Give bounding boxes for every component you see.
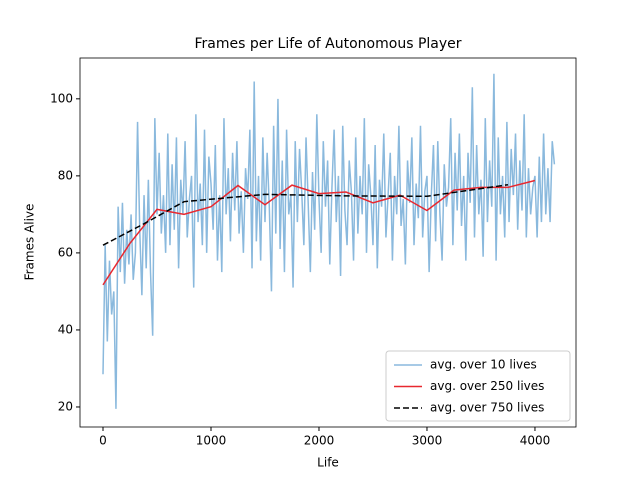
y-tick-label: 80 — [58, 168, 73, 182]
legend-box — [385, 350, 571, 422]
legend-label: avg. over 250 lives — [430, 379, 544, 393]
x-tick-label: 4000 — [520, 434, 551, 448]
x-tick-label: 3000 — [412, 434, 443, 448]
y-tick-label: 60 — [58, 245, 73, 259]
x-tick-label: 0 — [99, 434, 107, 448]
legend-label: avg. over 10 lives — [430, 358, 537, 372]
legend-label: avg. over 750 lives — [430, 401, 544, 415]
y-tick-label: 40 — [58, 322, 73, 336]
y-tick-label: 20 — [58, 399, 73, 413]
data-line — [102, 73, 556, 409]
x-tick-label: 1000 — [196, 434, 227, 448]
x-axis-label: Life — [317, 456, 339, 470]
y-tick-label: 100 — [50, 91, 73, 105]
plot-frame — [79, 57, 577, 428]
data-line — [102, 179, 536, 286]
x-tick-label: 2000 — [304, 434, 335, 448]
data-line — [102, 183, 509, 246]
chart-title: Frames per Life of Autonomous Player — [194, 36, 461, 52]
y-axis-label: Frames Alive — [23, 204, 37, 281]
